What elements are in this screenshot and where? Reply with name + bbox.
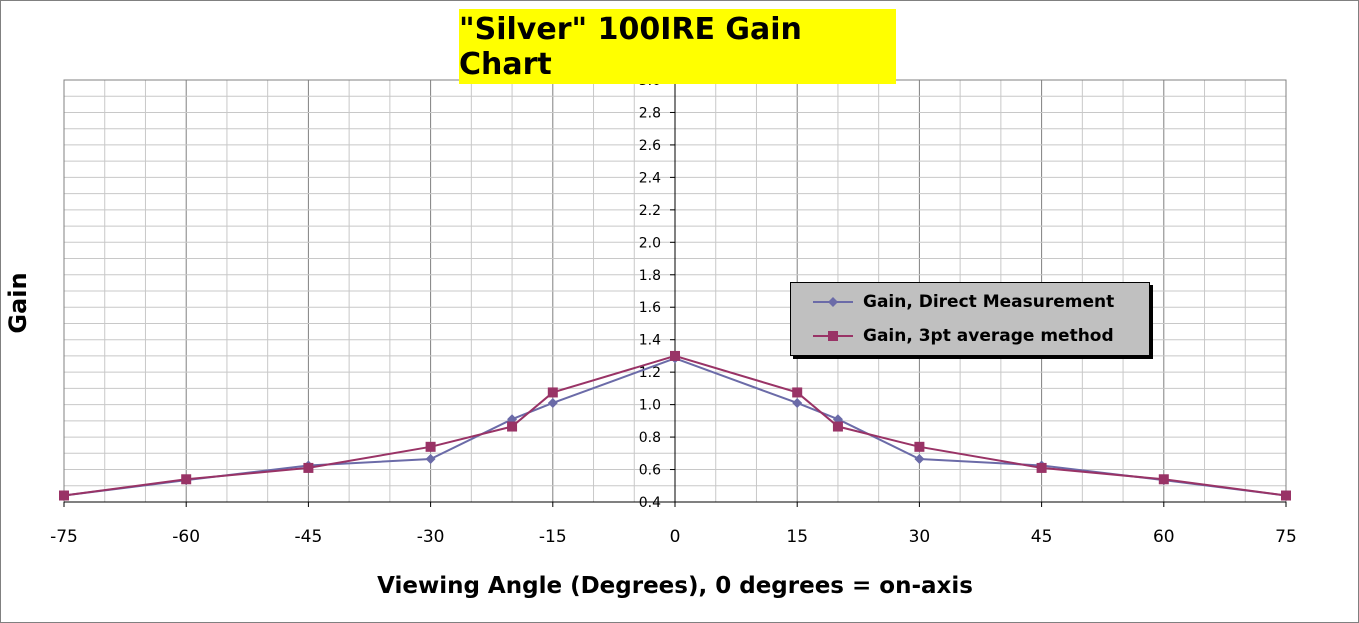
x-tick-label: -30 (417, 527, 445, 547)
data-point-square (507, 421, 518, 432)
data-point-square (181, 474, 192, 485)
x-tick-label: 45 (1031, 527, 1053, 547)
x-axis-label: Viewing Angle (Degrees), 0 degrees = on-… (377, 573, 973, 599)
y-tick-label: 2.6 (639, 138, 661, 154)
y-tick-label: 1.6 (639, 300, 661, 316)
x-tick-label: 30 (909, 527, 931, 547)
y-tick-label: 2.4 (639, 170, 661, 186)
y-tick-label: 2.0 (639, 235, 661, 251)
y-axis-ticks: 0.40.60.81.01.21.41.61.82.02.22.42.62.83… (639, 73, 675, 511)
y-tick-label: 1.4 (639, 333, 661, 349)
series-3pt-average (59, 350, 1291, 501)
series-layer (59, 350, 1291, 501)
x-tick-label: 0 (670, 527, 681, 547)
legend-label-average: Gain, 3pt average method (863, 326, 1114, 346)
data-point-square (914, 441, 925, 452)
y-axis-label: Gain (4, 272, 32, 334)
chart-title-text: "Silver" 100IRE Gain Chart (459, 11, 802, 82)
legend-label-direct: Gain, Direct Measurement (863, 292, 1115, 312)
x-tick-label: -75 (50, 527, 78, 547)
y-tick-label: 1.0 (639, 398, 661, 414)
y-tick-label: 2.2 (639, 203, 661, 219)
y-tick-label: 0.6 (639, 463, 661, 479)
x-tick-label: 75 (1275, 527, 1297, 547)
data-point-square (547, 387, 558, 398)
y-tick-label: 1.8 (639, 268, 661, 284)
legend-item-average: Gain, 3pt average method (791, 320, 1114, 352)
x-tick-label: 15 (786, 527, 808, 547)
data-point-square (832, 421, 843, 432)
x-tick-label: -15 (539, 527, 567, 547)
data-point-square (425, 441, 436, 452)
data-point-square (1158, 474, 1169, 485)
data-point-square (1036, 462, 1047, 473)
legend: Gain, Direct Measurement Gain, 3pt avera… (790, 282, 1150, 356)
data-point-square (59, 490, 69, 501)
x-axis-ticks: -75 -60 -45 -30 -15 0 15 30 45 60 75 (50, 502, 1297, 547)
y-tick-label: 0.8 (639, 430, 661, 446)
chart-title: "Silver" 100IRE Gain Chart (459, 9, 896, 84)
data-point-square (670, 350, 680, 361)
x-tick-label: -45 (295, 527, 323, 547)
legend-swatch-square (813, 331, 853, 341)
data-point-diamond (792, 397, 803, 408)
data-point-square (303, 462, 314, 473)
data-point-diamond (547, 397, 558, 408)
data-point-square (1281, 490, 1291, 501)
x-tick-label: -60 (172, 527, 200, 547)
y-tick-label: 0.4 (639, 495, 661, 511)
data-point-diamond (425, 453, 436, 464)
x-tick-label: 60 (1153, 527, 1175, 547)
y-tick-label: 2.8 (639, 105, 661, 121)
data-point-diamond (914, 453, 925, 464)
legend-swatch-diamond (813, 297, 853, 307)
legend-item-direct: Gain, Direct Measurement (791, 286, 1114, 318)
data-point-square (792, 387, 803, 398)
